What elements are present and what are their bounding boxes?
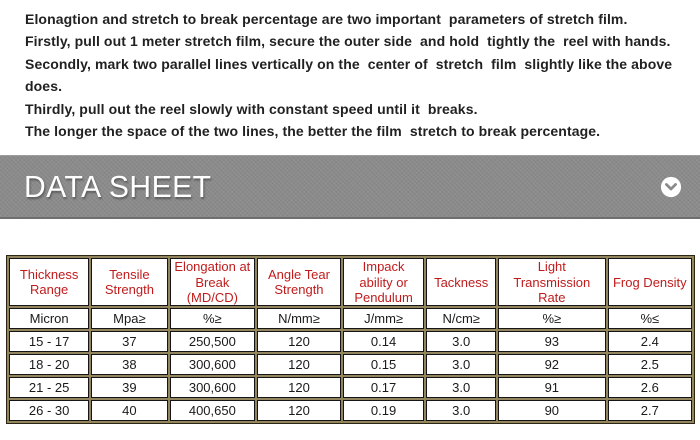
unit-cell: Micron — [9, 308, 90, 330]
header-cell: Tensile Strength — [91, 258, 168, 307]
data-cell: 92 — [497, 354, 606, 376]
table-units-row: Micron Mpa≥ %≥ N/mm≥ J/mm≥ N/cm≥ %≥ %≤ — [9, 308, 692, 330]
unit-cell: Mpa≥ — [91, 308, 168, 330]
data-cell: 18 - 20 — [9, 354, 90, 376]
datasheet-table-container: Thickness Range Tensile Strength Elongat… — [6, 255, 695, 425]
unit-cell: J/mm≥ — [342, 308, 425, 330]
data-cell: 21 - 25 — [9, 377, 90, 399]
data-cell: 2.5 — [607, 354, 692, 376]
header-cell: Impack ability or Pendulum — [342, 258, 425, 307]
data-cell: 15 - 17 — [9, 331, 90, 353]
datasheet-section-banner[interactable]: DATA SHEET — [0, 155, 700, 220]
intro-paragraph: Elonagtion and stretch to break percenta… — [25, 11, 628, 27]
unit-cell: N/cm≥ — [426, 308, 496, 330]
data-cell: 2.7 — [607, 400, 692, 422]
data-cell: 0.14 — [342, 331, 425, 353]
table-row: 15 - 17 37 250,500 120 0.14 3.0 93 2.4 — [9, 331, 692, 353]
data-cell: 120 — [257, 331, 341, 353]
unit-cell: %≤ — [607, 308, 692, 330]
header-cell: Tackness — [426, 258, 496, 307]
data-cell: 400,650 — [169, 400, 256, 422]
intro-paragraph: Thirdly, pull out the reel slowly with c… — [25, 100, 478, 117]
data-cell: 2.6 — [607, 377, 692, 399]
data-cell: 93 — [497, 331, 606, 353]
data-cell: 40 — [91, 400, 168, 422]
table-header-row: Thickness Range Tensile Strength Elongat… — [9, 258, 692, 307]
unit-cell: N/mm≥ — [257, 308, 341, 330]
data-cell: 0.19 — [342, 400, 425, 422]
data-cell: 250,500 — [169, 331, 256, 353]
intro-text-block: Elonagtion and stretch to break percenta… — [0, 0, 700, 142]
data-cell: 300,600 — [169, 354, 256, 376]
data-cell: 26 - 30 — [9, 400, 90, 422]
table-row: 21 - 25 39 300,600 120 0.17 3.0 91 2.6 — [9, 377, 692, 399]
data-cell: 39 — [91, 377, 168, 399]
data-cell: 3.0 — [426, 354, 496, 376]
chevron-down-icon — [660, 176, 682, 198]
intro-paragraph: Secondly, mark two parallel lines vertic… — [25, 55, 677, 95]
data-cell: 300,600 — [169, 377, 256, 399]
datasheet-banner-title: DATA SHEET — [24, 168, 212, 204]
datasheet-table: Thickness Range Tensile Strength Elongat… — [6, 255, 695, 425]
data-cell: 91 — [497, 377, 606, 399]
header-cell: Thickness Range — [9, 258, 90, 307]
unit-cell: %≥ — [169, 308, 256, 330]
table-row: 26 - 30 40 400,650 120 0.19 3.0 90 2.7 — [9, 400, 692, 422]
data-cell: 37 — [91, 331, 168, 353]
data-cell: 3.0 — [426, 400, 496, 422]
data-cell: 120 — [257, 400, 341, 422]
data-cell: 0.17 — [342, 377, 425, 399]
table-row: 18 - 20 38 300,600 120 0.15 3.0 92 2.5 — [9, 354, 692, 376]
intro-paragraph: Firstly, pull out 1 meter stretch film, … — [25, 33, 671, 50]
intro-paragraph: The longer the space of the two lines, t… — [25, 123, 601, 140]
header-cell: Angle Tear Strength — [257, 258, 341, 307]
header-cell: Frog Density — [607, 258, 692, 307]
header-cell: Elongation at Break (MD/CD) — [169, 258, 256, 307]
data-cell: 90 — [497, 400, 606, 422]
data-cell: 38 — [91, 354, 168, 376]
data-cell: 3.0 — [426, 331, 496, 353]
data-cell: 120 — [257, 377, 341, 399]
unit-cell: %≥ — [497, 308, 606, 330]
data-cell: 2.4 — [607, 331, 692, 353]
collapse-section-button[interactable] — [660, 176, 682, 198]
data-cell: 0.15 — [342, 354, 425, 376]
header-cell: Light Transmission Rate — [497, 258, 606, 307]
data-cell: 3.0 — [426, 377, 496, 399]
data-cell: 120 — [257, 354, 341, 376]
